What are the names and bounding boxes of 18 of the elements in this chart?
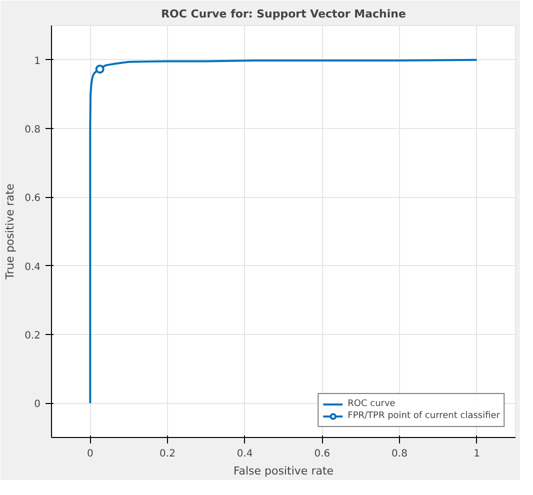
y-tick-label: 0.4 — [24, 262, 41, 273]
line-series — [89, 58, 478, 404]
legend-label: FPR/TPR point of current classifier — [348, 410, 500, 422]
x-tick-label: 0.2 — [160, 448, 176, 460]
x-tick-label: 0.6 — [314, 448, 330, 460]
y-tick-label: 0.2 — [24, 330, 41, 342]
y-tick-label: 0 — [34, 399, 41, 410]
chart-title: ROC Curve for: Support Vector Machine — [161, 8, 406, 20]
x-axis-title: False positive rate — [233, 464, 334, 478]
y-tick-label: 0.8 — [24, 124, 41, 136]
x-tick-label: 0.4 — [236, 448, 253, 460]
y-tick-label: 1 — [34, 56, 41, 67]
x-tick-label: 0 — [86, 448, 94, 460]
legend-label: ROC curve — [348, 398, 396, 410]
x-tick-label: 1 — [474, 448, 480, 460]
x-tick-label: 0.8 — [392, 448, 408, 460]
y-tick-label: 0.6 — [24, 193, 41, 204]
y-axis-title: True positive rate — [4, 183, 17, 280]
